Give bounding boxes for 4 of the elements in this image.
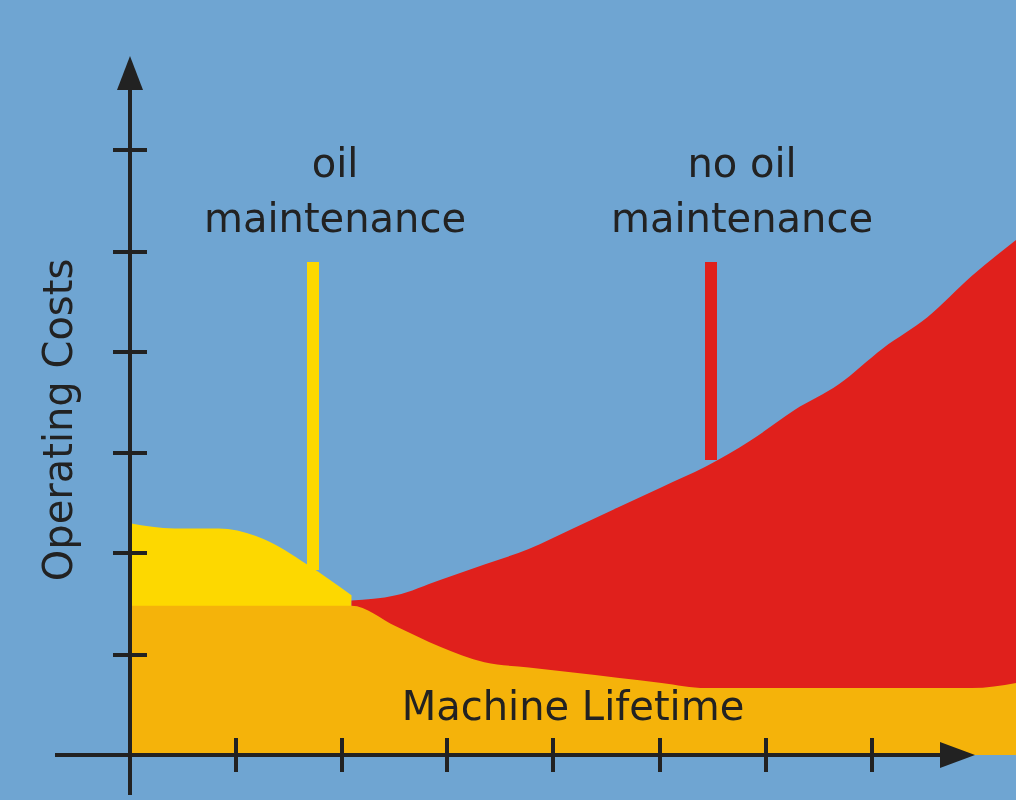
text: oil maintenance xyxy=(203,140,467,241)
y-axis-title: Operating Costs xyxy=(35,258,81,582)
text: no oil maintenance xyxy=(610,140,874,241)
x-axis-title: Machine Lifetime xyxy=(401,683,745,729)
